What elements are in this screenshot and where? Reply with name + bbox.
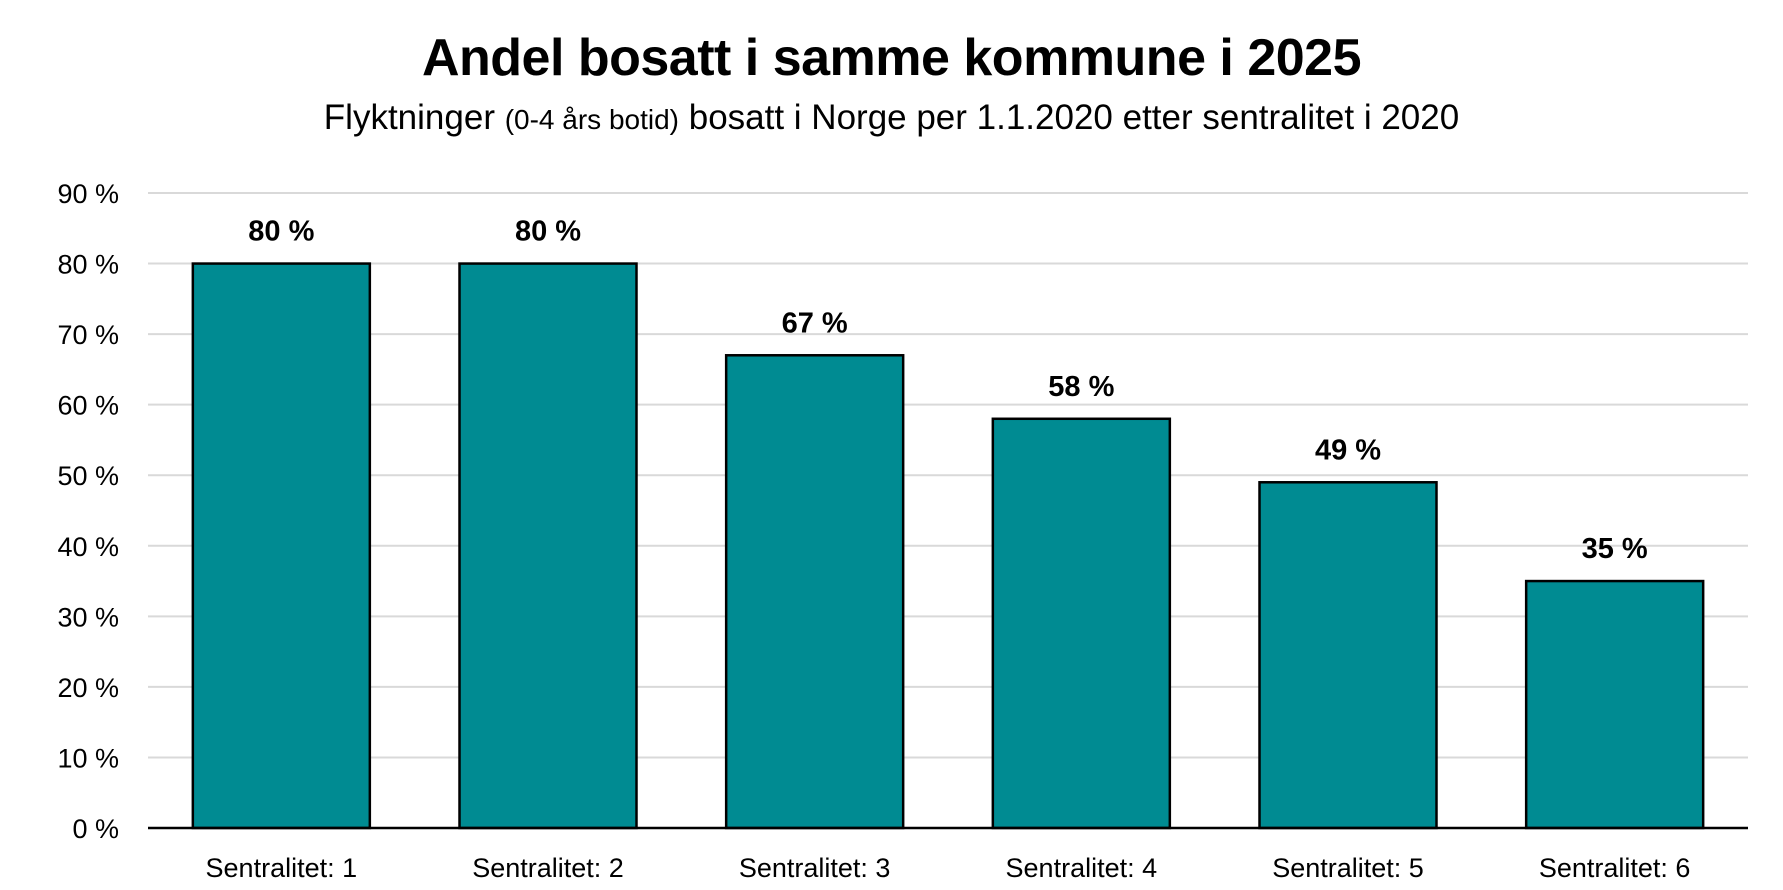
data-labels: 80 % 80 % 67 % 58 % 49 % 35 %: [248, 216, 1648, 565]
bar: [1258, 481, 1438, 830]
bars: [191, 262, 1705, 830]
chart-subtitle: Flyktninger (0-4 års botid) bosatt i Nor…: [0, 96, 1783, 142]
y-tick-label: 10 %: [57, 743, 119, 773]
chart-title: Andel bosatt i samme kommune i 2025: [421, 29, 1362, 87]
bar: [1524, 579, 1705, 830]
subtitle-part-2: (0-4 års botid): [504, 104, 679, 135]
gridlines: [148, 192, 1748, 759]
data-label: 49 %: [1315, 434, 1381, 466]
y-tick-label: 60 %: [57, 391, 119, 421]
x-tick-label: Sentralitet: 3: [739, 853, 891, 883]
bar: [991, 417, 1172, 830]
y-tick-label: 20 %: [57, 673, 119, 703]
data-label: 80 %: [515, 216, 581, 248]
data-label: 67 %: [782, 307, 848, 339]
bar: [458, 262, 638, 830]
data-label: 35 %: [1582, 533, 1648, 565]
y-tick-label: 40 %: [57, 532, 119, 562]
y-tick-label: 80 %: [57, 250, 119, 280]
y-axis-tick-labels: 0 % 10 % 20 % 30 % 40 % 50 % 60 % 70 % 80 % 90 %: [57, 179, 119, 844]
y-tick-label: 90 %: [57, 179, 119, 209]
y-tick-label: 0 %: [72, 814, 119, 844]
x-tick-label: Sentralitet: 6: [1539, 853, 1691, 883]
y-tick-label: 70 %: [57, 320, 119, 350]
y-tick-label: 30 %: [57, 602, 119, 632]
y-tick-label: 50 %: [57, 461, 119, 491]
x-tick-label: Sentralitet: 2: [472, 853, 624, 883]
x-tick-label: Sentralitet: 1: [206, 853, 358, 883]
data-label: 80 %: [248, 216, 314, 248]
x-tick-label: Sentralitet: 4: [1006, 853, 1158, 883]
subtitle-part-1: Flyktninger: [323, 98, 505, 137]
x-tick-label: Sentralitet: 5: [1272, 853, 1424, 883]
bar: [724, 354, 905, 830]
bar: [191, 262, 372, 830]
data-label: 58 %: [1048, 371, 1114, 403]
x-axis-tick-labels: Sentralitet: 1 Sentralitet: 2 Sentralitet:…: [206, 853, 1691, 883]
subtitle-part-3: bosatt i Norge per 1.1.2020 etter sentra…: [679, 98, 1460, 137]
